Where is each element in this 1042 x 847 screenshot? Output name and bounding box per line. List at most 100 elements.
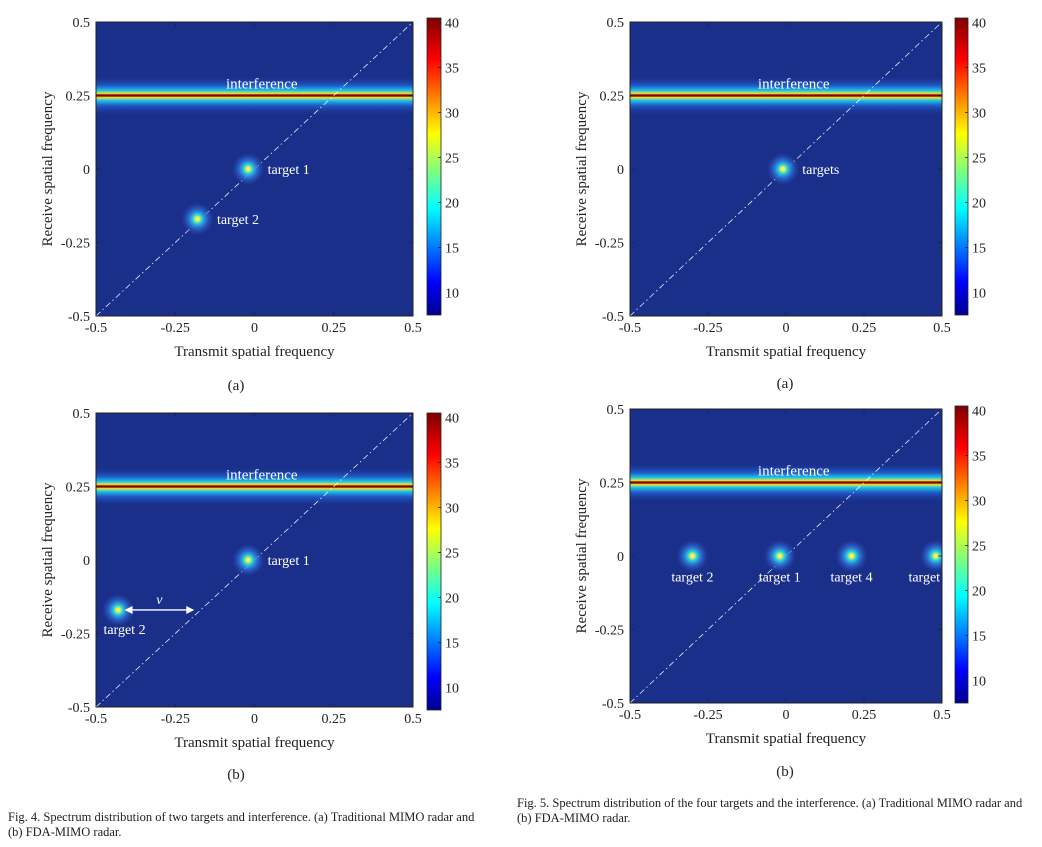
panel-label: (b) (776, 764, 794, 780)
y-tick-label: 0.25 (600, 477, 625, 492)
colorbar-tick-label: 10 (972, 287, 986, 302)
colorbar-tick-label: 40 (972, 405, 986, 420)
y-tick-label: -0.5 (602, 697, 624, 712)
colorbar-tick-label: 25 (972, 540, 986, 555)
x-tick-label: 0.5 (933, 708, 951, 723)
y-tick-label: 0.5 (607, 403, 625, 418)
x-tick-label: -0.25 (693, 708, 722, 723)
x-tick-label: -0.25 (161, 712, 190, 727)
colorbar-tick-label: 40 (445, 412, 459, 427)
y-tick-label: -0.5 (68, 310, 90, 325)
plot-area: interference target 2 target 1 target 4 targ… (630, 409, 950, 703)
colorbar-tick-label: 15 (445, 242, 459, 257)
target-label-4: target 3 (908, 571, 950, 586)
x-tick-label: 0 (251, 321, 258, 336)
y-axis-label: Receive spatial frequency (40, 482, 56, 637)
panel-label: (b) (227, 767, 245, 783)
target-label-2: target 2 (103, 623, 145, 638)
colorbar-tick-label: 40 (445, 17, 459, 32)
y-tick-label: -0.25 (595, 237, 624, 252)
target-label-1: target 1 (268, 163, 310, 178)
colorbar-tick-label: 35 (445, 62, 459, 77)
colorbar-tick-label: 10 (445, 287, 459, 302)
colorbar-tick-label: 35 (972, 450, 986, 465)
colorbar-tick-label: 10 (972, 675, 986, 690)
chart-panel-fig4b: interference target 1 target 2 v -0.5 -0.25 0 0… (40, 407, 459, 783)
chart-panel-fig5a: interference targets -0.5 -0.25 0 0.25 0.5 -0.5… (574, 16, 986, 392)
x-tick-label: 0 (783, 321, 790, 336)
colorbar-tick-label: 40 (972, 17, 986, 32)
interference-label: interference (758, 464, 830, 480)
x-tick-label: 0.25 (852, 321, 877, 336)
y-tick-label: 0.5 (73, 16, 91, 31)
diagonal-line (630, 409, 942, 703)
x-axis-label: Transmit spatial frequency (174, 735, 335, 751)
plot-area: interference target 1 target 2 (96, 22, 413, 316)
y-tick-label: 0.5 (73, 407, 91, 422)
colorbar-tick-label: 30 (972, 495, 986, 510)
target-blob-1 (765, 152, 800, 186)
x-tick-label: -0.5 (619, 708, 641, 723)
x-axis-label: Transmit spatial frequency (706, 344, 867, 360)
y-tick-label: -0.25 (61, 237, 90, 252)
colorbar-tick-label: 20 (972, 197, 986, 212)
x-axis-label: Transmit spatial frequency (174, 344, 335, 360)
colorbar-tick-label: 20 (445, 197, 459, 212)
x-tick-label: 0.5 (404, 712, 422, 727)
target-blob-4 (918, 539, 942, 573)
y-axis-label: Receive spatial frequency (574, 478, 590, 633)
chart-panel-fig5b: interference target 2 target 1 target 4 targ… (574, 403, 986, 780)
colorbar-tick-label: 35 (972, 62, 986, 77)
x-tick-label: 0.25 (322, 712, 347, 727)
y-tick-label: 0 (617, 163, 624, 178)
interference-label: interference (226, 77, 298, 93)
target-label-2: target 1 (759, 571, 801, 586)
y-tick-label: 0 (83, 554, 90, 569)
x-axis-label: Transmit spatial frequency (706, 731, 867, 747)
colorbar-tick-label: 20 (972, 585, 986, 600)
velocity-arrow-head-left (124, 605, 133, 614)
interference-label: interference (226, 468, 298, 484)
figure-4-caption: Fig. 4. Spectrum distribution of two tar… (8, 810, 475, 839)
x-tick-label: 0 (783, 708, 790, 723)
y-tick-label: 0.25 (66, 481, 91, 496)
x-tick-label: -0.5 (85, 321, 107, 336)
plot-area: interference target 1 target 2 v (96, 413, 413, 707)
y-tick-label: 0.25 (66, 90, 91, 105)
colorbar (954, 405, 969, 704)
colorbar-tick-label: 30 (972, 107, 986, 122)
y-tick-label: 0.25 (600, 90, 625, 105)
target-blob-3 (834, 539, 869, 573)
interference-label: interference (758, 77, 830, 93)
x-tick-label: -0.5 (619, 321, 641, 336)
y-axis-label: Receive spatial frequency (40, 91, 56, 246)
panel-label: (a) (228, 378, 245, 394)
target-blob-1 (231, 543, 266, 577)
target-label-1: targets (802, 163, 839, 178)
colorbar (426, 17, 442, 316)
target-blob-2 (762, 539, 797, 573)
colorbar-tick-label: 25 (972, 152, 986, 167)
y-tick-label: 0 (83, 163, 90, 178)
colorbar-tick-label: 20 (445, 592, 459, 607)
colorbar-tick-label: 15 (445, 637, 459, 652)
colorbar-tick-label: 30 (445, 107, 459, 122)
x-tick-label: 0.5 (933, 321, 951, 336)
plot-area: interference targets (630, 22, 942, 316)
y-tick-label: 0 (617, 550, 624, 565)
target-blob-2 (101, 592, 136, 627)
x-tick-label: 0.25 (852, 708, 877, 723)
target-blob-2 (180, 201, 215, 236)
x-tick-label: 0 (251, 712, 258, 727)
y-tick-label: -0.5 (602, 310, 624, 325)
diagonal-line (630, 22, 942, 316)
figure-5-caption: Fig. 5. Spectrum distribution of the fou… (517, 796, 1023, 825)
colorbar-tick-label: 10 (445, 682, 459, 697)
target-blob-1 (231, 152, 266, 186)
target-label-3: target 4 (830, 571, 872, 586)
x-tick-label: -0.25 (161, 321, 190, 336)
chart-panel-fig4a: interference target 1 target 2 -0.5 -0.25 0 0.… (40, 16, 459, 394)
target-label-1: target 2 (671, 571, 713, 586)
target-label-1: target 1 (268, 554, 310, 569)
